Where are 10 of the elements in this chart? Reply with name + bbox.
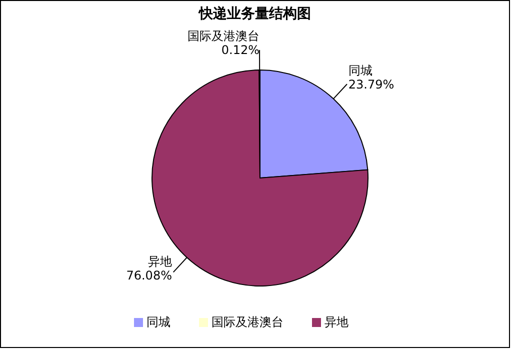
slice-label: 国际及港澳台 xyxy=(188,29,260,43)
slice-label: 同城 xyxy=(348,64,372,78)
legend-label: 异地 xyxy=(324,315,348,329)
data-label: 76.08% xyxy=(126,268,172,283)
chart-title: 快递业务量结构图 xyxy=(197,5,312,23)
legend-label: 同城 xyxy=(146,315,170,329)
data-label: 0.12% xyxy=(221,43,260,57)
slice-label: 异地 xyxy=(148,254,172,269)
data-label: 23.79% xyxy=(348,78,394,92)
legend-label: 国际及港澳台 xyxy=(212,315,284,329)
